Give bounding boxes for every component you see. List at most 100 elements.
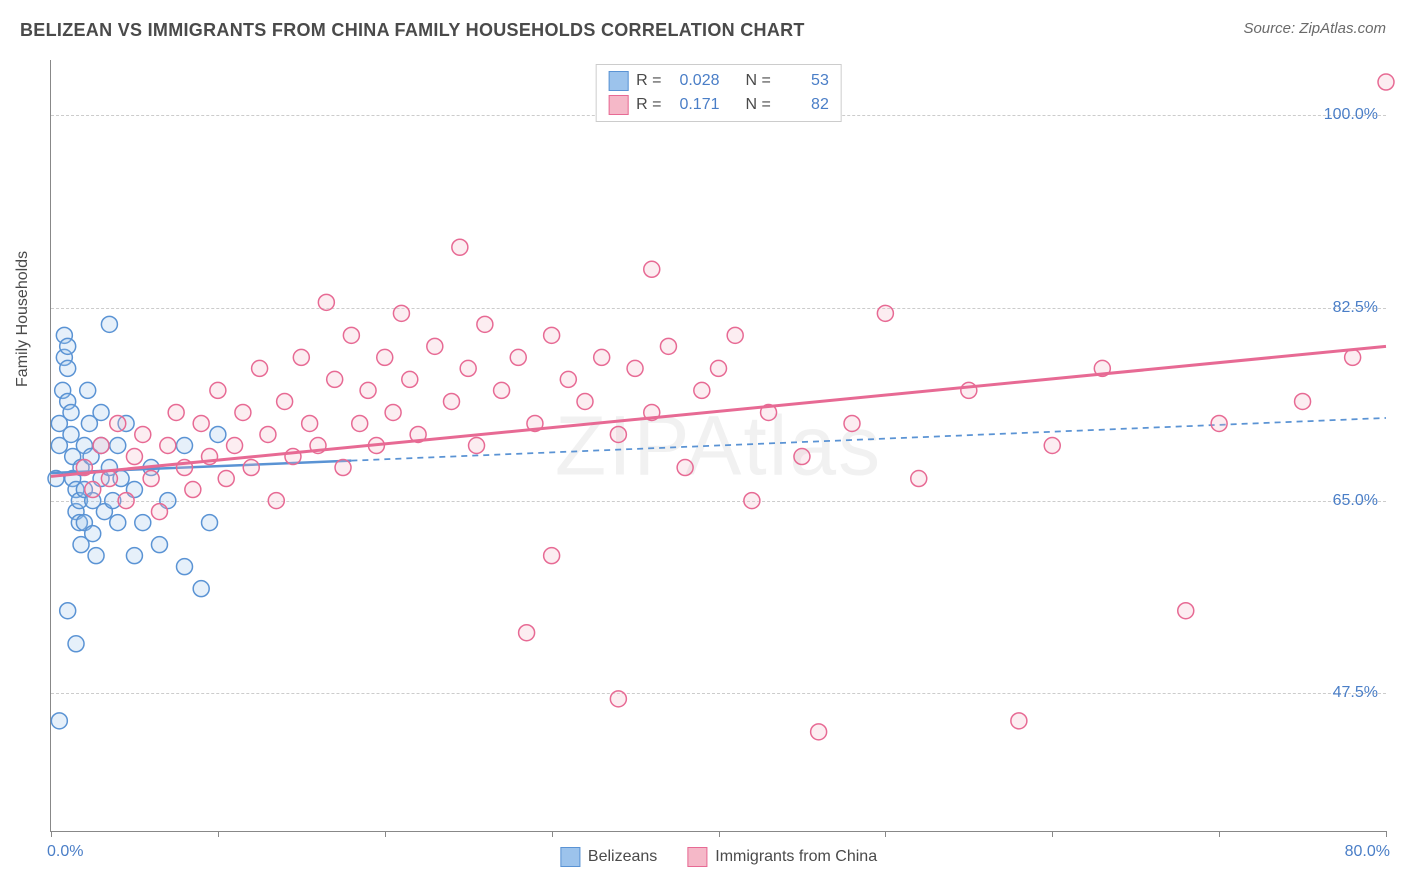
data-point: [68, 636, 84, 652]
swatch-icon: [560, 847, 580, 867]
trend-line-extrapolated: [351, 418, 1386, 461]
legend-label-belizeans: Belizeans: [588, 848, 657, 866]
data-point: [1211, 415, 1227, 431]
data-point: [727, 327, 743, 343]
x-tick-mark: [1052, 831, 1053, 837]
data-point: [660, 338, 676, 354]
data-point: [243, 460, 259, 476]
swatch-icon: [687, 847, 707, 867]
data-point: [794, 449, 810, 465]
data-point: [51, 713, 67, 729]
data-point: [627, 360, 643, 376]
legend-label-china: Immigrants from China: [715, 848, 877, 866]
data-point: [80, 382, 96, 398]
data-point: [510, 349, 526, 365]
x-tick-mark: [552, 831, 553, 837]
data-point: [118, 493, 134, 509]
data-point: [360, 382, 376, 398]
swatch-icon: [608, 71, 628, 91]
data-point: [63, 426, 79, 442]
data-point: [302, 415, 318, 431]
data-point: [110, 515, 126, 531]
data-point: [494, 382, 510, 398]
data-point: [744, 493, 760, 509]
data-point: [227, 438, 243, 454]
chart-plot-area: Family Households ZIPAtlas 47.5%65.0%82.…: [50, 60, 1386, 832]
swatch-icon: [608, 95, 628, 115]
data-point: [110, 438, 126, 454]
scatter-plot-svg: [51, 60, 1386, 831]
data-point: [193, 415, 209, 431]
data-point: [610, 691, 626, 707]
x-tick-mark: [1219, 831, 1220, 837]
data-point: [427, 338, 443, 354]
data-point: [1178, 603, 1194, 619]
data-point: [268, 493, 284, 509]
data-point: [93, 438, 109, 454]
data-point: [444, 393, 460, 409]
data-point: [160, 438, 176, 454]
data-point: [193, 581, 209, 597]
data-point: [151, 537, 167, 553]
data-point: [85, 482, 101, 498]
data-point: [844, 415, 860, 431]
data-point: [402, 371, 418, 387]
data-point: [644, 261, 660, 277]
x-tick-mark: [719, 831, 720, 837]
data-point: [460, 360, 476, 376]
data-point: [63, 404, 79, 420]
data-point: [60, 360, 76, 376]
data-point: [135, 426, 151, 442]
data-point: [911, 471, 927, 487]
data-point: [93, 404, 109, 420]
x-tick-mark: [51, 831, 52, 837]
data-point: [88, 548, 104, 564]
data-point: [335, 460, 351, 476]
data-point: [252, 360, 268, 376]
data-point: [235, 404, 251, 420]
correlation-legend: R = 0.028 N = 53 R = 0.171 N = 82: [595, 64, 842, 122]
data-point: [352, 415, 368, 431]
data-point: [151, 504, 167, 520]
data-point: [377, 349, 393, 365]
data-point: [143, 471, 159, 487]
data-point: [177, 559, 193, 575]
data-point: [101, 316, 117, 332]
data-point: [1295, 393, 1311, 409]
n-label: N =: [746, 72, 771, 90]
data-point: [469, 438, 485, 454]
data-point: [60, 603, 76, 619]
data-point: [677, 460, 693, 476]
data-point: [519, 625, 535, 641]
data-point: [168, 404, 184, 420]
r-value-china: 0.171: [670, 96, 720, 114]
x-axis-start-label: 0.0%: [47, 843, 83, 861]
legend-item-belizeans: Belizeans: [560, 847, 657, 867]
data-point: [711, 360, 727, 376]
data-point: [610, 426, 626, 442]
data-point: [210, 382, 226, 398]
data-point: [135, 515, 151, 531]
data-point: [210, 426, 226, 442]
x-axis-end-label: 80.0%: [1345, 843, 1390, 861]
data-point: [452, 239, 468, 255]
data-point: [318, 294, 334, 310]
data-point: [177, 438, 193, 454]
data-point: [293, 349, 309, 365]
legend-row-belizeans: R = 0.028 N = 53: [608, 69, 829, 93]
data-point: [544, 327, 560, 343]
x-tick-mark: [385, 831, 386, 837]
x-tick-mark: [885, 831, 886, 837]
data-point: [202, 515, 218, 531]
data-point: [393, 305, 409, 321]
data-point: [110, 415, 126, 431]
r-label: R =: [636, 72, 661, 90]
n-value-china: 82: [779, 96, 829, 114]
legend-item-china: Immigrants from China: [687, 847, 877, 867]
data-point: [60, 338, 76, 354]
data-point: [877, 305, 893, 321]
data-point: [811, 724, 827, 740]
x-tick-mark: [1386, 831, 1387, 837]
x-tick-mark: [218, 831, 219, 837]
source-attribution: Source: ZipAtlas.com: [1243, 20, 1386, 37]
